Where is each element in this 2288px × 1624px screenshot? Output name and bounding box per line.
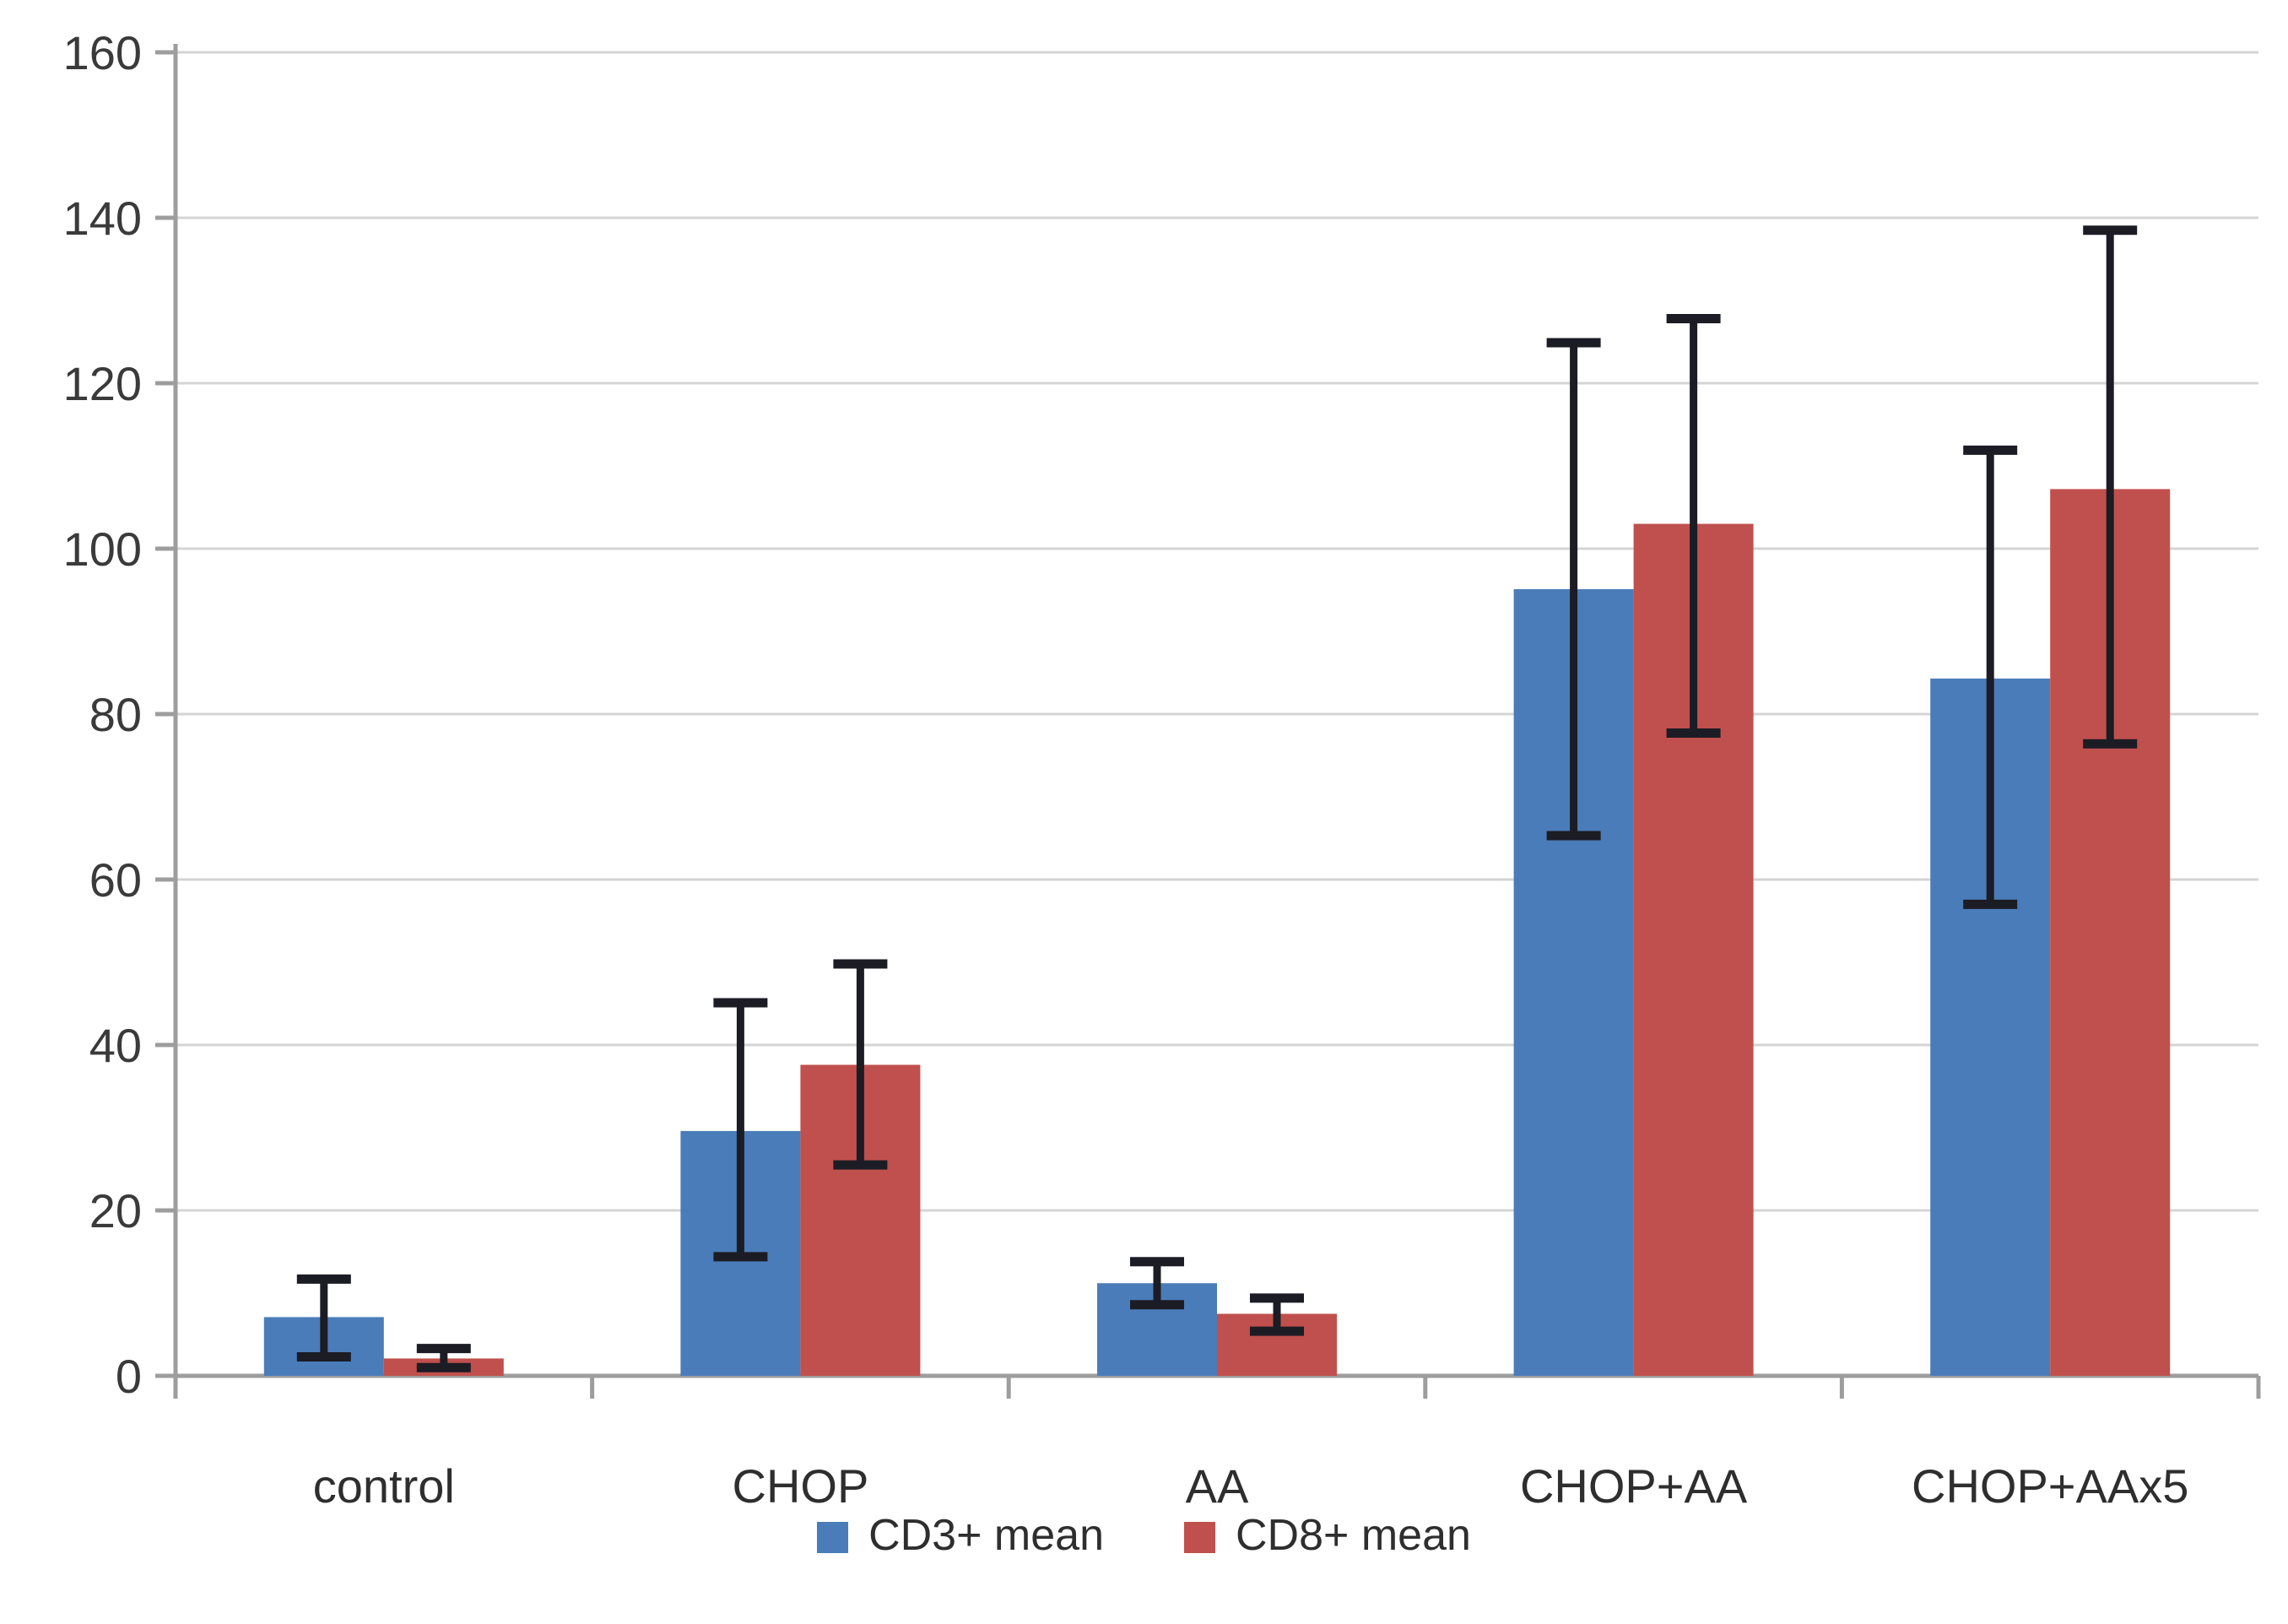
x-category-label-chop: CHOP bbox=[733, 1459, 869, 1513]
y-tick-label-60: 60 bbox=[89, 853, 142, 907]
y-tick-label-140: 140 bbox=[63, 192, 142, 245]
y-tick-label-80: 80 bbox=[89, 688, 142, 741]
y-tick-label-100: 100 bbox=[63, 522, 142, 576]
x-category-label-aa: AA bbox=[1186, 1459, 1249, 1513]
y-tick-label-20: 20 bbox=[89, 1184, 142, 1237]
legend-swatch-cd8-icon bbox=[1184, 1521, 1215, 1553]
legend-swatch-cd3-icon bbox=[817, 1521, 849, 1553]
y-tick-label-160: 160 bbox=[63, 26, 142, 79]
x-category-label-chop-aax5: CHOP+AAx5 bbox=[1912, 1459, 2188, 1513]
legend-item-cd3: CD3+ mean bbox=[817, 1513, 1104, 1561]
y-tick-label-0: 0 bbox=[116, 1350, 142, 1403]
y-tick-label-40: 40 bbox=[89, 1019, 142, 1072]
legend: CD3+ mean CD8+ mean bbox=[0, 1513, 2288, 1561]
legend-item-cd8: CD8+ mean bbox=[1184, 1513, 1471, 1561]
x-category-label-chop-aa: CHOP+AA bbox=[1520, 1459, 1748, 1513]
x-category-label-control: control bbox=[313, 1459, 455, 1513]
y-tick-label-120: 120 bbox=[63, 357, 142, 410]
legend-label-cd3: CD3+ mean bbox=[868, 1511, 1104, 1560]
legend-label-cd8: CD8+ mean bbox=[1236, 1511, 1471, 1560]
